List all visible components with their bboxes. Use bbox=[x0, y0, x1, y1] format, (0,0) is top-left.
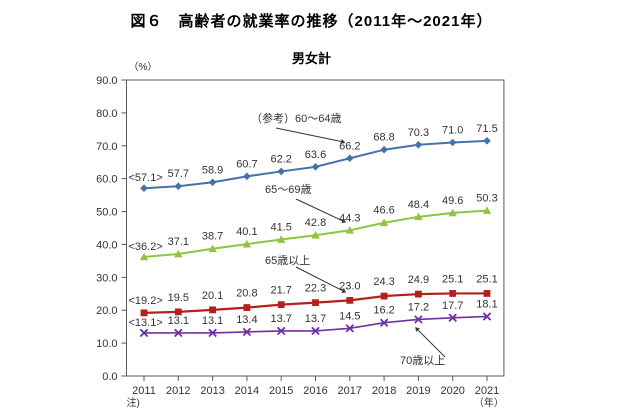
svg-text:注): 注) bbox=[127, 396, 140, 409]
svg-text:80.0: 80.0 bbox=[96, 108, 117, 120]
svg-text:2013: 2013 bbox=[200, 385, 224, 397]
svg-text:0.0: 0.0 bbox=[102, 371, 117, 383]
svg-text:70.0: 70.0 bbox=[96, 141, 117, 153]
svg-text:<13.1>: <13.1> bbox=[129, 317, 163, 329]
svg-text:40.0: 40.0 bbox=[96, 239, 117, 251]
svg-text:20.8: 20.8 bbox=[236, 288, 257, 300]
svg-text:2019: 2019 bbox=[406, 385, 430, 397]
svg-text:65歳以上: 65歳以上 bbox=[265, 254, 310, 267]
svg-text:70.3: 70.3 bbox=[408, 127, 429, 139]
svg-text:42.8: 42.8 bbox=[305, 217, 326, 229]
svg-text:71.5: 71.5 bbox=[476, 123, 497, 135]
svg-text:（参考）60～64歳: （参考）60～64歳 bbox=[251, 111, 341, 125]
svg-text:24.3: 24.3 bbox=[373, 276, 394, 288]
svg-text:2020: 2020 bbox=[440, 385, 464, 397]
svg-text:13.4: 13.4 bbox=[236, 314, 257, 326]
svg-text:19.5: 19.5 bbox=[168, 292, 189, 304]
svg-text:14.5: 14.5 bbox=[339, 310, 360, 322]
svg-text:21.7: 21.7 bbox=[270, 285, 291, 297]
svg-text:60.0: 60.0 bbox=[96, 174, 117, 186]
svg-text:50.3: 50.3 bbox=[476, 193, 497, 205]
svg-text:90.0: 90.0 bbox=[96, 75, 117, 87]
svg-text:2018: 2018 bbox=[372, 385, 396, 397]
svg-text:30.0: 30.0 bbox=[96, 272, 117, 284]
svg-text:2021: 2021 bbox=[475, 385, 499, 397]
svg-text:40.1: 40.1 bbox=[236, 226, 257, 238]
svg-text:60.7: 60.7 bbox=[236, 158, 257, 170]
svg-text:58.9: 58.9 bbox=[202, 164, 223, 176]
svg-text:2012: 2012 bbox=[166, 385, 190, 397]
svg-text:49.6: 49.6 bbox=[442, 195, 463, 207]
svg-text:<19.2>: <19.2> bbox=[129, 295, 163, 307]
svg-text:71.0: 71.0 bbox=[442, 124, 463, 136]
svg-text:41.5: 41.5 bbox=[270, 222, 291, 234]
svg-text:2011: 2011 bbox=[132, 385, 156, 397]
svg-text:22.3: 22.3 bbox=[305, 283, 326, 295]
svg-text:10.0: 10.0 bbox=[96, 338, 117, 350]
svg-text:38.7: 38.7 bbox=[202, 231, 223, 243]
svg-text:37.1: 37.1 bbox=[168, 236, 189, 248]
svg-text:46.6: 46.6 bbox=[373, 205, 394, 217]
svg-text:<36.2>: <36.2> bbox=[129, 241, 163, 253]
svg-text:<57.1>: <57.1> bbox=[129, 172, 163, 184]
svg-text:63.6: 63.6 bbox=[305, 149, 326, 161]
svg-text:2017: 2017 bbox=[338, 385, 362, 397]
svg-text:（年）: （年） bbox=[474, 396, 504, 409]
svg-text:2016: 2016 bbox=[303, 385, 327, 397]
svg-text:18.1: 18.1 bbox=[476, 298, 497, 310]
svg-text:17.2: 17.2 bbox=[408, 301, 429, 313]
svg-text:13.1: 13.1 bbox=[168, 315, 189, 327]
svg-text:48.4: 48.4 bbox=[408, 199, 429, 211]
svg-text:25.1: 25.1 bbox=[476, 273, 497, 285]
svg-text:13.7: 13.7 bbox=[270, 313, 291, 325]
svg-text:20.0: 20.0 bbox=[96, 305, 117, 317]
svg-text:62.2: 62.2 bbox=[270, 153, 291, 165]
svg-text:68.8: 68.8 bbox=[373, 132, 394, 144]
svg-text:20.1: 20.1 bbox=[202, 290, 223, 302]
svg-text:24.9: 24.9 bbox=[408, 274, 429, 286]
svg-text:13.1: 13.1 bbox=[202, 315, 223, 327]
svg-text:16.2: 16.2 bbox=[373, 305, 394, 317]
svg-text:70歳以上: 70歳以上 bbox=[400, 354, 445, 367]
svg-text:13.7: 13.7 bbox=[305, 313, 326, 325]
svg-text:65～69歳: 65～69歳 bbox=[265, 183, 311, 196]
svg-text:（%）: （%） bbox=[129, 61, 158, 73]
svg-text:2014: 2014 bbox=[235, 385, 259, 397]
svg-text:57.7: 57.7 bbox=[168, 168, 189, 180]
svg-text:25.1: 25.1 bbox=[442, 273, 463, 285]
svg-text:2015: 2015 bbox=[269, 385, 293, 397]
svg-text:50.0: 50.0 bbox=[96, 207, 117, 219]
svg-text:17.7: 17.7 bbox=[442, 300, 463, 312]
